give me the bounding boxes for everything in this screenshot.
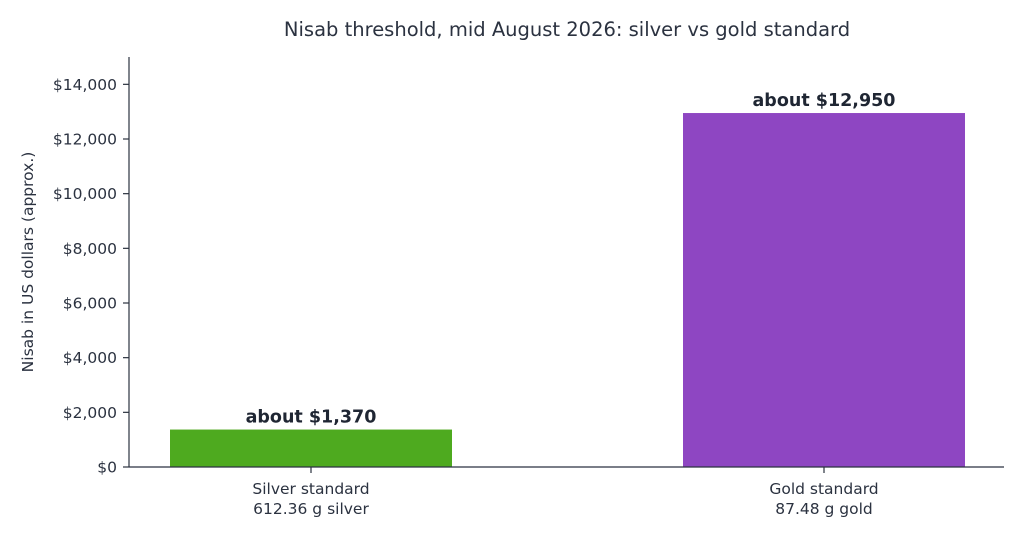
y-tick-label: $4,000 [63, 349, 117, 367]
data-label-1: about $12,950 [753, 91, 896, 111]
x-tick-label-1-line-0: Gold standard [769, 480, 878, 498]
y-tick-label: $12,000 [53, 131, 117, 149]
x-tick-label-1-line-1: 87.48 g gold [775, 500, 873, 518]
y-axis-label: Nisab in US dollars (approx.) [19, 152, 37, 373]
y-tick-label: $10,000 [53, 185, 117, 203]
x-axis: Silver standard 612.36 g silver Gold stand… [129, 466, 1004, 518]
y-tick-label: $8,000 [63, 240, 117, 258]
bar-0 [170, 429, 452, 467]
y-tick-label: $2,000 [63, 404, 117, 422]
y-axis: $0 $2,000 $4,000 $6,000 $8,000 $10,000 $12,000… [53, 57, 130, 477]
data-label-0: about $1,370 [246, 408, 377, 428]
chart-title: Nisab threshold, mid August 2026: silver… [284, 18, 850, 41]
y-tick-label: $6,000 [63, 295, 117, 313]
x-tick-label-0-line-1: 612.36 g silver [253, 500, 369, 518]
bar-1 [683, 113, 965, 468]
y-tick-label: $0 [97, 459, 117, 477]
bars-group: about $1,370 about $12,950 [170, 91, 965, 468]
x-tick-label-0-line-0: Silver standard [252, 480, 369, 498]
y-tick-label: $14,000 [53, 76, 117, 94]
